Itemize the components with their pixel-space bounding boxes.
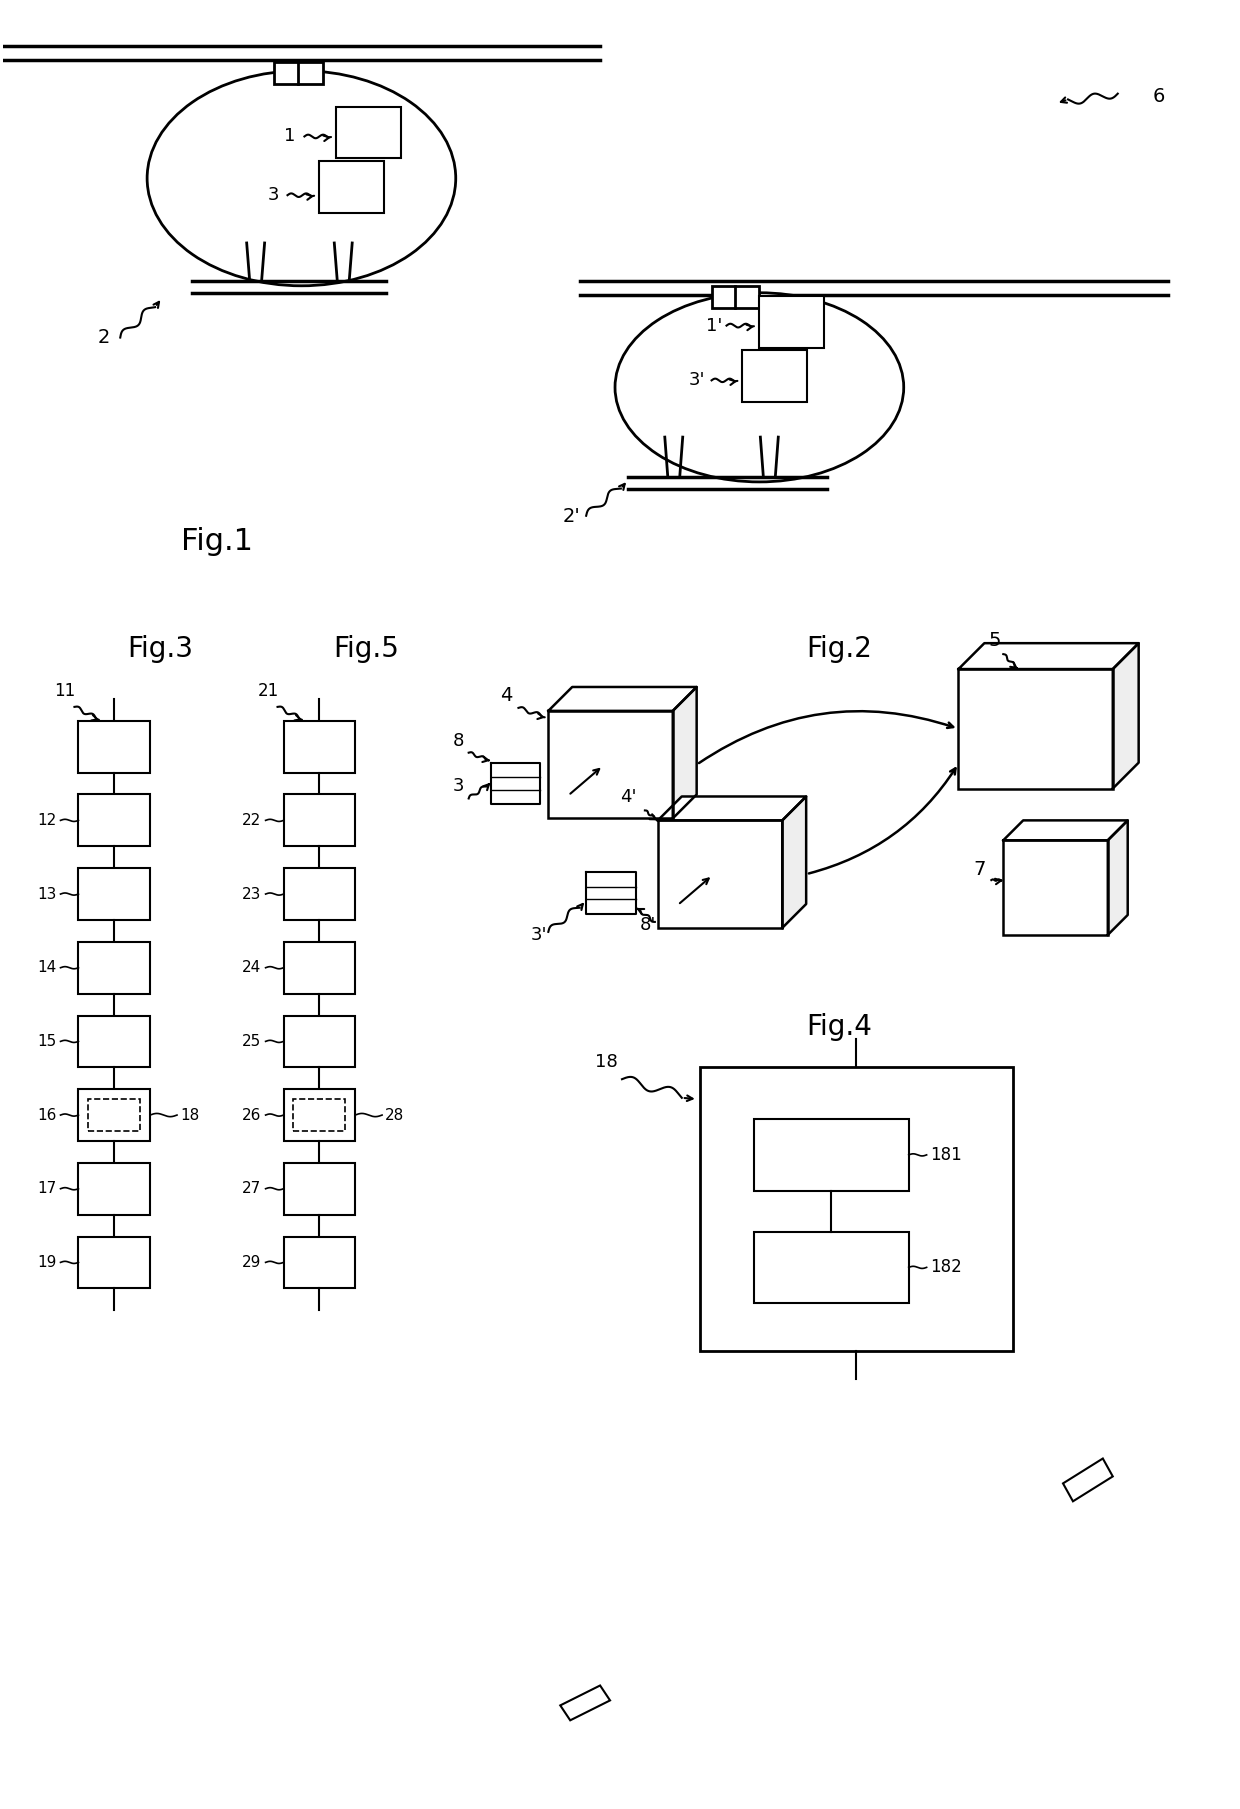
Text: 4: 4 — [501, 686, 513, 706]
Text: 13: 13 — [37, 886, 57, 901]
Text: 6: 6 — [1153, 87, 1164, 105]
Text: 21: 21 — [258, 682, 279, 700]
Text: 17: 17 — [37, 1181, 57, 1196]
Polygon shape — [673, 687, 697, 818]
Text: 2: 2 — [98, 327, 109, 347]
Bar — [294, 1100, 345, 1131]
Text: 3': 3' — [531, 926, 547, 944]
Text: 181: 181 — [930, 1145, 962, 1163]
Bar — [274, 62, 324, 83]
Text: 18: 18 — [595, 1053, 618, 1071]
Text: 12: 12 — [37, 812, 57, 829]
Text: 15: 15 — [37, 1035, 57, 1049]
Polygon shape — [548, 687, 697, 711]
Text: 27: 27 — [242, 1181, 262, 1196]
Bar — [320, 161, 384, 213]
Bar — [284, 720, 355, 772]
Text: 7: 7 — [973, 859, 986, 879]
Bar — [284, 1237, 355, 1288]
Text: 3: 3 — [453, 776, 464, 794]
Bar — [78, 720, 150, 772]
Text: 4': 4' — [620, 789, 636, 807]
Bar — [78, 1237, 150, 1288]
Bar — [699, 1067, 1013, 1351]
Bar — [712, 286, 759, 308]
Bar — [78, 1015, 150, 1067]
Bar — [658, 819, 782, 928]
Polygon shape — [959, 644, 1138, 669]
Text: 28: 28 — [386, 1107, 404, 1123]
Polygon shape — [1112, 644, 1138, 789]
Bar — [78, 942, 150, 993]
Text: 1: 1 — [284, 127, 295, 145]
Text: 16: 16 — [37, 1107, 57, 1123]
Text: Fig.5: Fig.5 — [334, 635, 399, 664]
Bar — [1003, 841, 1107, 935]
Polygon shape — [1107, 819, 1127, 935]
Bar — [88, 1100, 140, 1131]
Bar — [548, 711, 673, 818]
Bar — [284, 868, 355, 921]
Text: Fig.1: Fig.1 — [181, 526, 253, 555]
Bar — [754, 1120, 909, 1190]
Bar — [759, 295, 825, 347]
Text: 8: 8 — [453, 731, 464, 749]
Text: 1': 1' — [707, 317, 723, 335]
Text: 18: 18 — [180, 1107, 200, 1123]
Text: 29: 29 — [242, 1255, 262, 1270]
Bar — [284, 1089, 355, 1141]
Text: 23: 23 — [242, 886, 262, 901]
Bar — [959, 669, 1112, 789]
Text: Fig.2: Fig.2 — [806, 635, 872, 664]
Polygon shape — [1003, 819, 1127, 841]
Text: 2': 2' — [562, 507, 580, 526]
Bar — [78, 868, 150, 921]
Text: 3: 3 — [268, 186, 279, 204]
Bar — [743, 351, 807, 402]
Text: 22: 22 — [242, 812, 262, 829]
Ellipse shape — [615, 293, 904, 481]
Bar — [78, 1089, 150, 1141]
Ellipse shape — [148, 71, 456, 286]
Polygon shape — [782, 796, 806, 928]
Text: 19: 19 — [37, 1255, 57, 1270]
Text: 14: 14 — [37, 961, 57, 975]
Bar — [284, 794, 355, 847]
Text: 11: 11 — [55, 682, 76, 700]
Text: 25: 25 — [242, 1035, 262, 1049]
Polygon shape — [658, 796, 806, 819]
Bar — [78, 794, 150, 847]
Text: 24: 24 — [242, 961, 262, 975]
Bar — [284, 1163, 355, 1214]
Text: 3': 3' — [688, 371, 704, 389]
Bar — [284, 942, 355, 993]
Bar — [78, 1163, 150, 1214]
Bar — [336, 107, 401, 159]
Text: 26: 26 — [242, 1107, 262, 1123]
Text: 5: 5 — [988, 631, 1001, 649]
Text: 182: 182 — [930, 1259, 962, 1277]
Text: 8': 8' — [640, 915, 656, 933]
Bar — [284, 1015, 355, 1067]
Text: Fig.3: Fig.3 — [126, 635, 193, 664]
Bar — [754, 1232, 909, 1302]
Text: Fig.4: Fig.4 — [806, 1013, 872, 1042]
